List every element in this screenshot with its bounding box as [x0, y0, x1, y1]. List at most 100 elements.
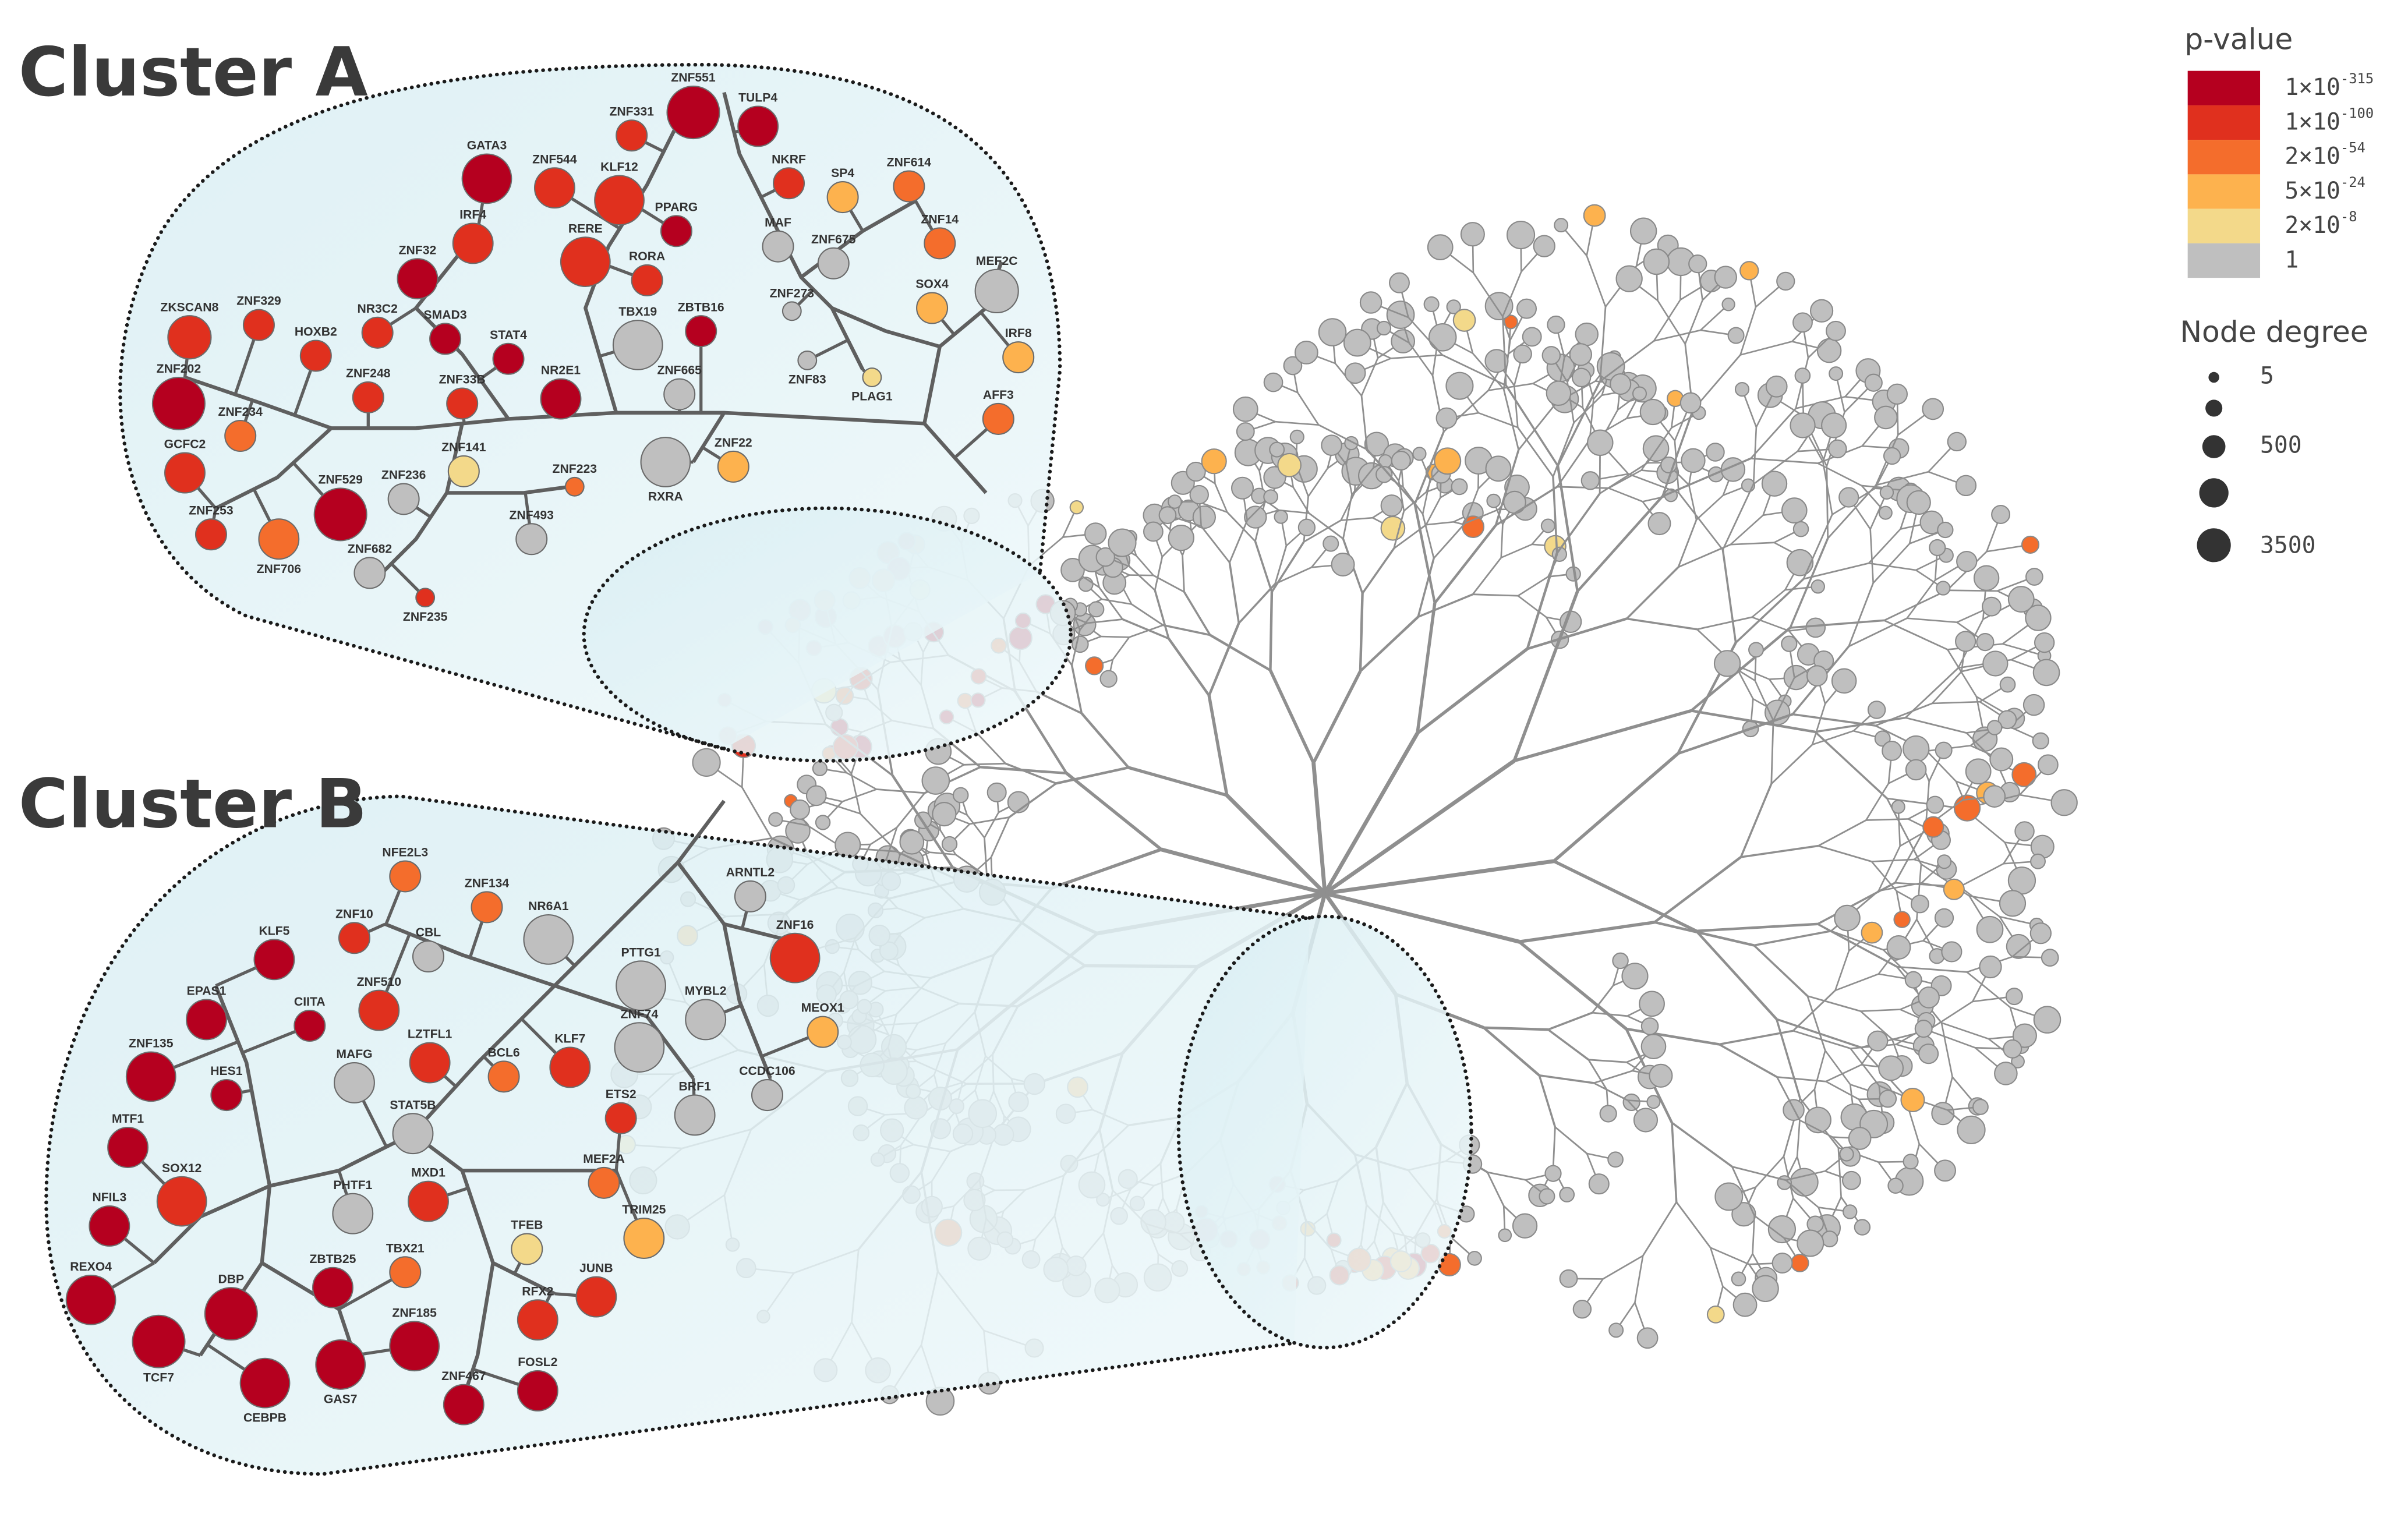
network-edge — [984, 837, 988, 877]
network-node — [1714, 266, 1737, 289]
network-edge — [1947, 649, 1978, 697]
network-node — [1486, 493, 1501, 508]
network-edge — [1850, 1048, 1880, 1087]
gene-label: RERE — [568, 222, 603, 235]
network-node — [1544, 1165, 1562, 1182]
network-node — [1263, 489, 1278, 504]
network-node — [1587, 429, 1614, 457]
gene-label: GCFC2 — [164, 438, 206, 451]
gene-label: CEBPB — [243, 1411, 287, 1424]
network-node — [1748, 642, 1764, 658]
cluster-trees: ZNF551 ZNF331 TULP4 GATA3 ZNF544 KLF12 NKRF SP4… — [65, 71, 1035, 1425]
gene-label: IRF4 — [459, 208, 486, 222]
gene-node — [663, 378, 696, 411]
network-edge — [1811, 703, 1826, 745]
network-edge — [1674, 440, 1680, 493]
pvalue-text: 1 — [2285, 246, 2299, 273]
network-node — [1786, 549, 1814, 576]
network-edge — [1366, 448, 1416, 505]
network-edge — [1751, 589, 1786, 618]
gene-node — [769, 932, 821, 984]
network-node — [2025, 568, 2043, 586]
network-node — [1608, 1322, 1624, 1338]
pvalue-exponent: -54 — [2340, 139, 2365, 155]
degree-swatch — [2197, 528, 2231, 563]
network-edge — [1657, 300, 1686, 345]
network-node — [1955, 631, 1976, 652]
network-edge — [1254, 541, 1273, 593]
network-edge — [1200, 525, 1230, 563]
pvalue-label: 2×10-8 — [2285, 208, 2357, 239]
network-edge — [741, 787, 773, 839]
network-edge — [1228, 562, 1240, 624]
gene-label: ZNF253 — [189, 504, 233, 517]
network-node — [1809, 299, 1834, 323]
gene-label: BRF1 — [679, 1080, 711, 1094]
network-node — [1321, 434, 1342, 456]
gene-label: TFEB — [511, 1219, 543, 1232]
network-node — [1854, 1219, 1871, 1236]
gene-label: GAS7 — [324, 1393, 358, 1406]
network-node — [1639, 991, 1665, 1017]
network-edge — [1741, 844, 1819, 858]
network-node — [1546, 380, 1572, 406]
network-edge — [1307, 468, 1328, 497]
network-edge — [1214, 483, 1228, 513]
pvalue-swatch — [2187, 208, 2261, 243]
network-node — [2003, 1039, 2022, 1059]
network-edge — [1628, 473, 1679, 494]
gene-label: ZNF22 — [715, 436, 752, 450]
gene-label: ZNF248 — [346, 367, 391, 380]
gene-node — [239, 1357, 291, 1409]
network-edge — [1426, 521, 1454, 526]
network-edge — [1553, 752, 1679, 862]
network-edge — [1770, 744, 1813, 785]
network-edge — [1883, 620, 1948, 650]
network-node — [1559, 1269, 1578, 1288]
gene-node — [429, 323, 462, 355]
network-edge — [1730, 514, 1764, 546]
cluster-b-region — [46, 796, 1310, 1474]
pvalue-swatch — [2187, 174, 2261, 209]
gene-label: RXRA — [648, 490, 683, 504]
network-node — [1943, 878, 1965, 900]
network-edge — [1408, 317, 1443, 356]
degree-swatch — [2208, 372, 2219, 383]
gene-node — [734, 880, 766, 912]
network-edge — [1739, 783, 1773, 858]
network-node — [1883, 447, 1901, 465]
network-node — [2032, 659, 2060, 687]
network-node — [1088, 601, 1105, 618]
network-node — [1841, 1170, 1861, 1190]
gene-node — [471, 891, 503, 924]
network-edge — [1183, 591, 1211, 636]
network-edge — [1154, 590, 1170, 639]
network-edge — [1752, 427, 1758, 484]
network-edge — [1340, 492, 1356, 521]
cluster-edge — [554, 984, 695, 1080]
network-edge — [1593, 1082, 1628, 1101]
network-edge — [1740, 341, 1792, 356]
gene-label: MEOX1 — [801, 1002, 844, 1015]
gene-label: ZNF551 — [671, 71, 716, 84]
gene-label: ZNF614 — [887, 156, 932, 169]
gene-node — [195, 518, 227, 551]
gene-node — [612, 320, 663, 370]
network-edge — [1941, 1022, 1989, 1040]
network-edge — [1526, 553, 1558, 649]
network-edge — [1483, 1026, 1548, 1031]
network-edge — [1865, 783, 1890, 821]
network-edge — [1931, 671, 1963, 704]
network-edge — [1087, 618, 1123, 624]
network-edge — [1274, 545, 1288, 585]
network-edge — [1207, 695, 1229, 796]
network-edge — [1868, 562, 1917, 571]
network-edge — [1008, 782, 1057, 818]
pvalue-swatch — [2187, 70, 2261, 105]
network-edge — [1848, 617, 1908, 648]
gene-label: EPAS1 — [187, 985, 227, 998]
network-edge — [1730, 542, 1774, 546]
network-edge — [1586, 255, 1607, 307]
gene-label: CCDC106 — [739, 1064, 795, 1078]
gene-label: ZBTB16 — [678, 300, 724, 314]
